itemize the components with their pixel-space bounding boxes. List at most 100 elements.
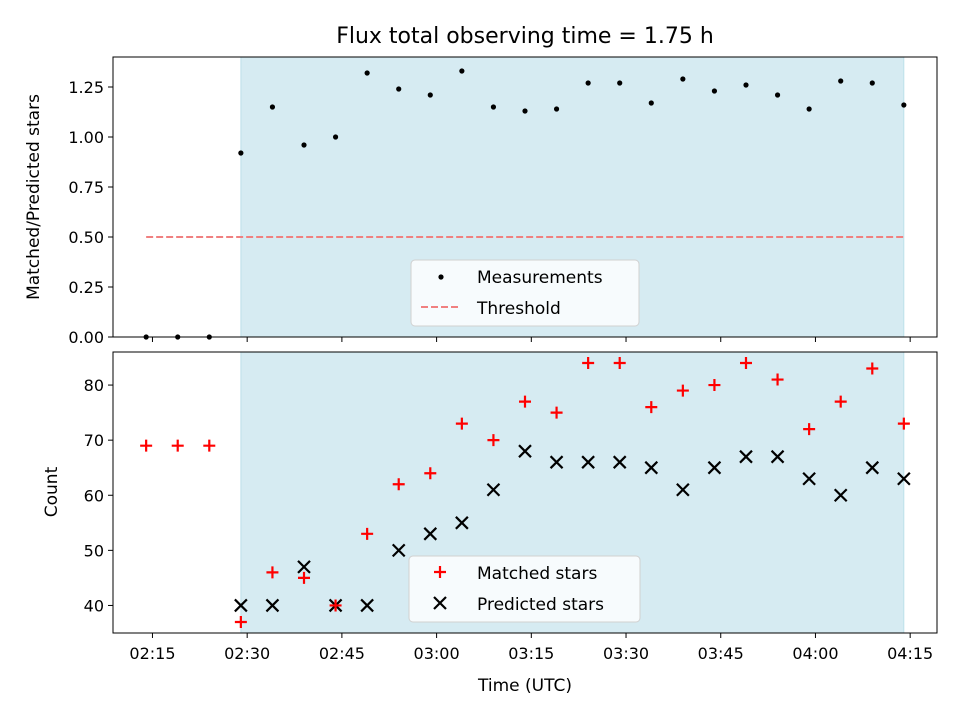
top-y-tick-label: 1.25	[68, 78, 104, 97]
legend-predicted-stars-label: Predicted stars	[477, 595, 604, 615]
bottom-plot-frame	[112, 351, 938, 634]
bottom-y-tick-label: 60	[84, 486, 104, 505]
bottom-legend: Matched stars Predicted stars	[408, 555, 641, 623]
x-tick-label: 04:15	[887, 644, 933, 663]
measurement-point	[301, 142, 307, 148]
top-y-tick-label: 0.75	[68, 178, 104, 197]
predicted-star-point	[265, 598, 280, 613]
legend-measurements-marker	[438, 274, 444, 280]
measurement-point	[617, 80, 623, 86]
predicted-star-point	[518, 444, 532, 458]
predicted-star-point	[676, 482, 690, 497]
bottom-y-tick-label: 40	[84, 596, 104, 615]
matched-star-point	[487, 434, 500, 447]
matched-star-point	[234, 615, 247, 628]
matched-star-point	[140, 439, 153, 452]
measurement-point	[806, 106, 812, 112]
matched-star-point	[455, 417, 468, 430]
predicted-star-point	[612, 455, 627, 469]
x-tick-label: 03:15	[508, 644, 554, 663]
legend-predicted-stars-marker	[433, 596, 447, 610]
predicted-star-point	[297, 560, 311, 574]
measurement-point	[459, 68, 465, 74]
measurement-point	[238, 150, 244, 156]
x-tick-label: 03:00	[414, 644, 460, 663]
x-tick-label: 02:45	[319, 644, 365, 663]
predicted-star-point	[455, 516, 469, 530]
predicted-star-point	[897, 471, 911, 486]
x-axis-label: Time (UTC)	[477, 676, 572, 696]
top-legend: Measurements Threshold	[410, 259, 640, 327]
measurement-point	[490, 104, 497, 110]
legend-measurements-label: Measurements	[477, 268, 603, 288]
predicted-star-point	[486, 482, 501, 497]
matched-star-point	[329, 599, 342, 612]
matched-star-point	[171, 439, 184, 452]
matched-star-point	[203, 439, 216, 452]
matched-star-point	[676, 384, 689, 397]
top-y-tick-label: 0.50	[68, 228, 104, 247]
predicted-star-point	[833, 488, 848, 503]
matched-star-point	[834, 395, 847, 408]
measurement-point	[869, 80, 875, 86]
measurement-point	[553, 106, 560, 112]
top-y-tick-label: 0.25	[68, 278, 104, 297]
measurement-point	[648, 100, 654, 106]
matched-star-point	[519, 395, 531, 408]
predicted-star-point	[549, 455, 564, 469]
top-y-tick-label: 1.00	[68, 128, 104, 147]
matched-star-point	[897, 417, 910, 430]
bottom-y-tick-label: 70	[84, 431, 104, 450]
matched-star-point	[613, 357, 626, 370]
measurement-point	[396, 86, 402, 92]
measurement-point	[774, 92, 781, 98]
legend-threshold-label: Threshold	[476, 299, 561, 319]
legend-matched-stars-label: Matched stars	[477, 564, 597, 584]
predicted-star-point	[770, 449, 785, 464]
measurement-point	[269, 104, 276, 110]
legend-matched-stars-marker	[434, 566, 446, 578]
matched-star-point	[582, 357, 595, 370]
matched-star-point	[361, 527, 374, 540]
matched-star-point	[266, 566, 279, 579]
predicted-star-point	[234, 598, 248, 613]
measurement-point	[427, 92, 433, 98]
bottom-legend-box	[408, 555, 641, 623]
measurement-point	[711, 88, 718, 94]
measurement-point	[743, 82, 749, 88]
measurement-point	[585, 80, 591, 86]
top-plot-frame	[112, 56, 938, 338]
matched-star-point	[424, 467, 437, 480]
x-tick-label: 02:15	[129, 644, 175, 663]
bottom-axis: 40 50 60 70 80 02:15 02:30 02:45 03:00 03:15 03:30…	[84, 376, 934, 663]
chart-title: Flux total observing time = 1.75 h	[336, 24, 714, 49]
bottom-y-axis-label: Count	[42, 466, 62, 517]
predicted-star-point	[391, 543, 406, 558]
matched-star-point	[866, 362, 879, 375]
matched-star-point	[803, 423, 816, 436]
matched-star-point	[739, 357, 752, 370]
top-y-tick-label: 0.00	[68, 328, 104, 347]
matched-star-point	[550, 406, 563, 419]
bottom-data-layer	[140, 357, 911, 628]
matched-star-point	[645, 401, 658, 414]
predicted-star-point	[360, 598, 374, 613]
predicted-star-point	[423, 527, 438, 541]
predicted-star-point	[865, 460, 880, 475]
x-tick-label: 03:30	[603, 644, 649, 663]
measurement-point	[901, 102, 907, 108]
measurement-point	[364, 70, 370, 76]
matched-star-point	[298, 571, 311, 584]
measurement-point	[332, 134, 339, 140]
x-tick-label: 04:00	[792, 644, 838, 663]
bottom-y-tick-label: 80	[84, 376, 104, 395]
x-tick-label: 03:45	[698, 644, 744, 663]
top-axis: 0.00 0.25 0.50 0.75 1.00 1.25	[68, 78, 911, 347]
top-legend-box	[410, 259, 640, 327]
matched-star-point	[392, 478, 405, 491]
matched-star-point	[708, 379, 721, 392]
predicted-star-point	[707, 460, 722, 475]
top-data-layer	[143, 68, 907, 340]
predicted-star-point	[581, 455, 595, 469]
